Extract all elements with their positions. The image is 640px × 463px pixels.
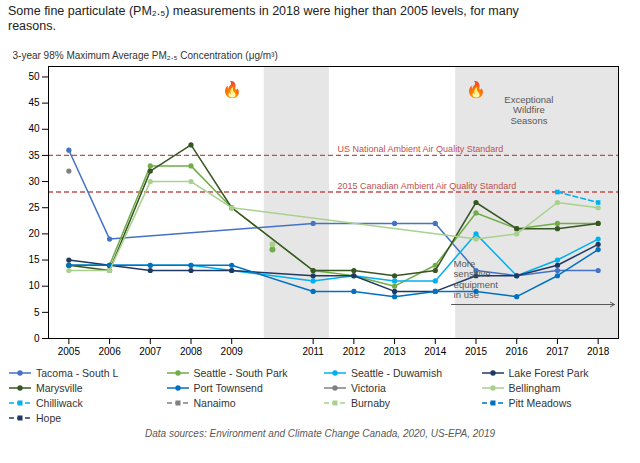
svg-text:45: 45 bbox=[28, 97, 40, 108]
svg-text:25: 25 bbox=[28, 202, 40, 213]
svg-text:20: 20 bbox=[28, 228, 40, 239]
svg-text:2014: 2014 bbox=[424, 346, 447, 357]
svg-text:2016: 2016 bbox=[506, 346, 529, 357]
svg-text:35: 35 bbox=[28, 150, 40, 161]
svg-text:2015 Canadian Ambient Air Qual: 2015 Canadian Ambient Air Quality Standa… bbox=[338, 181, 517, 191]
html-text:Some fine particulate (PM₂.₅): Some fine particulate (PM₂.₅) measuremen… bbox=[8, 4, 519, 33]
svg-text:3-year 98% Maximum Average PM₂: 3-year 98% Maximum Average PM₂.₅ Concent… bbox=[13, 50, 278, 61]
svg-text:5: 5 bbox=[34, 307, 40, 318]
svg-text:2008: 2008 bbox=[180, 346, 203, 357]
html-text:Seattle - Duwamish: Seattle - Duwamish bbox=[351, 367, 442, 379]
html-text:Nanaimo: Nanaimo bbox=[193, 397, 236, 409]
html-text:Port Townsend: Port Townsend bbox=[193, 382, 263, 394]
svg-text:0: 0 bbox=[34, 333, 40, 344]
html-text:Burnaby: Burnaby bbox=[351, 397, 391, 409]
html-text:Victoria: Victoria bbox=[351, 382, 386, 394]
html-text:Hope: Hope bbox=[36, 412, 62, 424]
html-text:Seattle - South Park: Seattle - South Park bbox=[193, 367, 288, 379]
svg-text:🔥: 🔥 bbox=[466, 80, 486, 99]
html-text:Chilliwack: Chilliwack bbox=[36, 397, 83, 409]
html-text:Pitt Meadows: Pitt Meadows bbox=[508, 397, 572, 409]
svg-text:2009: 2009 bbox=[221, 346, 244, 357]
svg-text:40: 40 bbox=[28, 123, 40, 134]
svg-text:2013: 2013 bbox=[383, 346, 406, 357]
svg-text:2015: 2015 bbox=[465, 346, 488, 357]
svg-text:ExceptionalWildfireSeasons: ExceptionalWildfireSeasons bbox=[504, 94, 553, 126]
svg-text:2011: 2011 bbox=[302, 346, 324, 357]
svg-text:2018: 2018 bbox=[587, 346, 610, 357]
svg-text:2017: 2017 bbox=[546, 346, 569, 357]
html-text:Tacoma - South L: Tacoma - South L bbox=[36, 367, 119, 379]
svg-text:2006: 2006 bbox=[98, 346, 121, 357]
svg-text:🔥: 🔥 bbox=[222, 80, 242, 99]
svg-text:2007: 2007 bbox=[139, 346, 162, 357]
svg-text:15: 15 bbox=[28, 254, 40, 265]
html-text:Data sources: Environment and: Data sources: Environment and Climate Ch… bbox=[145, 428, 495, 439]
svg-text:2005: 2005 bbox=[58, 346, 81, 357]
svg-text:10: 10 bbox=[28, 280, 40, 291]
html-text:Bellingham: Bellingham bbox=[508, 382, 561, 394]
html-text:Marysville: Marysville bbox=[36, 382, 83, 394]
svg-text:50: 50 bbox=[28, 71, 40, 82]
html-text:Lake Forest Park: Lake Forest Park bbox=[508, 367, 589, 379]
svg-text:US National Ambient Air Qualit: US National Ambient Air Quality Standard bbox=[338, 144, 504, 154]
svg-text:Moresensitiveequipmentin use: Moresensitiveequipmentin use bbox=[454, 258, 499, 300]
svg-text:30: 30 bbox=[28, 176, 40, 187]
svg-text:2012: 2012 bbox=[343, 346, 366, 357]
